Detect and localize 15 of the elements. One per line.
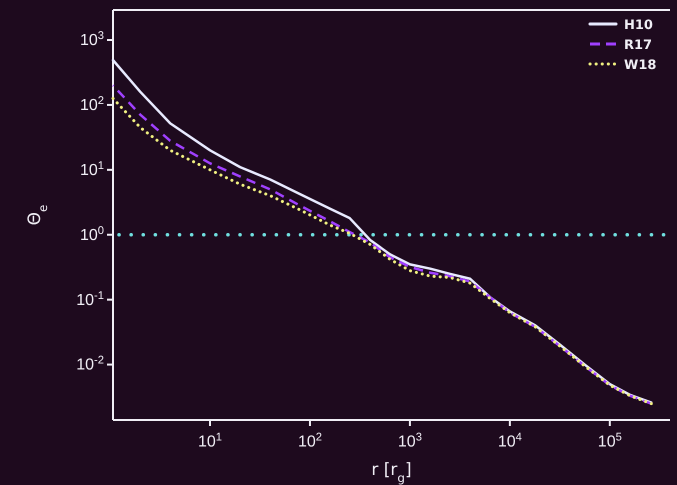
- y-tick-label: 10$^{2}$: [80, 95, 104, 114]
- y-tick-label: 10$^{-1}$: [76, 290, 104, 309]
- x-tick-label: 10$^{1}$: [198, 432, 222, 451]
- x-tick-label: 10$^{2}$: [298, 432, 322, 451]
- legend-label: R17: [624, 38, 652, 53]
- x-tick-label: 10$^{5}$: [598, 432, 622, 451]
- x-tick-label: 10$^{3}$: [398, 432, 422, 451]
- legend-label: W18: [624, 58, 656, 73]
- y-tick-label: 10$^{3}$: [80, 30, 104, 50]
- y-tick-label: 10$^{0}$: [80, 224, 104, 244]
- y-tick-label: 10$^{1}$: [80, 160, 104, 179]
- x-tick-label: 10$^{4}$: [498, 432, 522, 451]
- legend-label: H10: [624, 18, 653, 33]
- y-tick-label: 10$^{-2}$: [76, 354, 104, 374]
- x-axis-title: r [r$_{g}$]: [371, 460, 412, 485]
